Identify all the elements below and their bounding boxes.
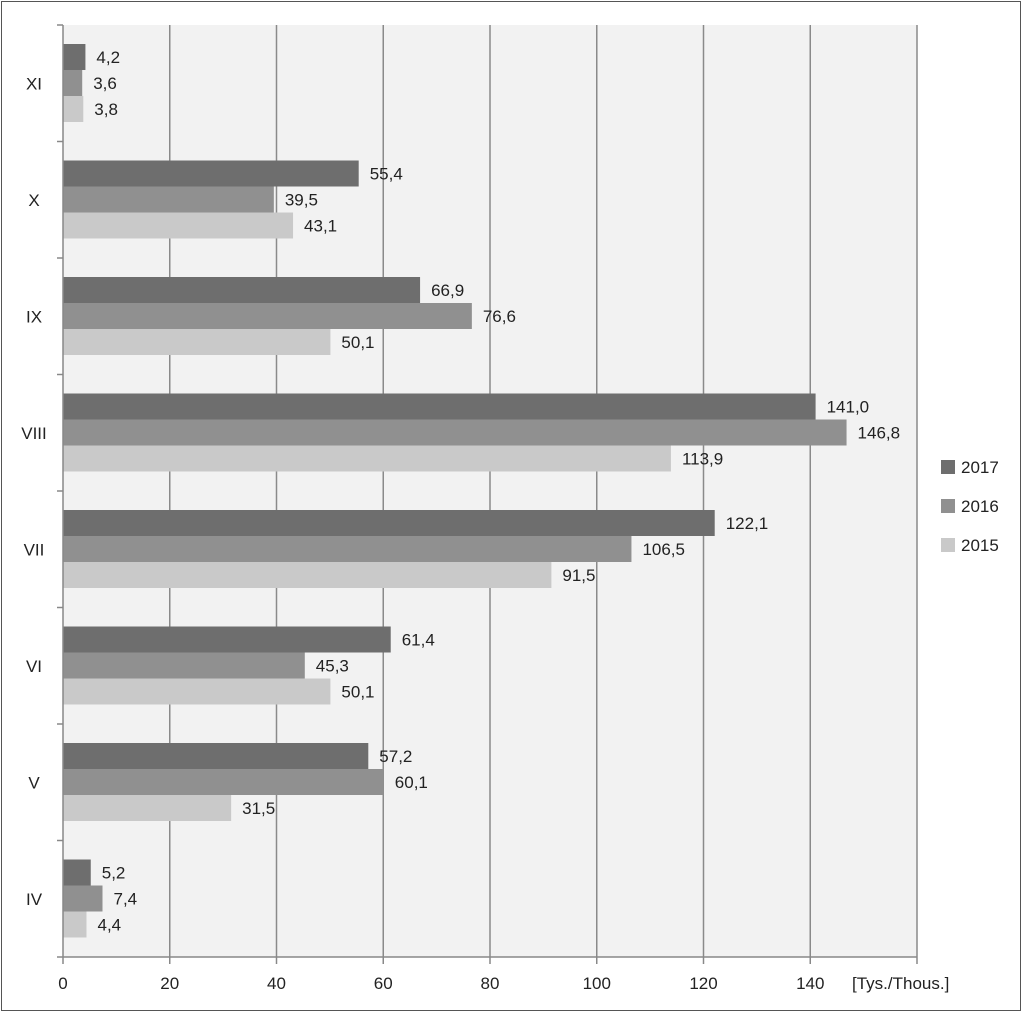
category-label: IX (26, 307, 42, 326)
legend-swatch-2017 (941, 460, 955, 474)
bar-2015-IV (63, 911, 87, 938)
bars: 5,2 7,4 4,4 57,2 60,1 31,5 61,4 45,3 50,1 122,1 10… (63, 44, 900, 938)
data-label: 91,5 (562, 566, 595, 585)
x-tick-label: 20 (160, 974, 179, 993)
bar-2016-XI (63, 70, 83, 96)
data-label: 3,6 (93, 74, 117, 93)
data-label: 39,5 (285, 191, 318, 210)
bar-2016-VII (63, 536, 632, 562)
data-label: 66,9 (431, 281, 464, 300)
legend-swatch-2016 (941, 499, 955, 513)
data-label: 50,1 (341, 333, 374, 352)
data-label: 31,5 (242, 799, 275, 818)
category-label: XI (26, 74, 42, 93)
bar-2015-VI (63, 678, 331, 705)
data-label: 61,4 (402, 631, 435, 650)
legend-swatch-2015 (941, 538, 955, 552)
data-label: 50,1 (341, 683, 374, 702)
bar-2017-VIII (63, 393, 816, 420)
data-label: 5,2 (102, 864, 126, 883)
bar-2017-XI (63, 44, 86, 70)
data-label: 113,9 (682, 450, 723, 469)
category-label: VI (26, 657, 42, 676)
x-tick-label: 0 (58, 974, 67, 993)
data-label: 57,2 (379, 747, 412, 766)
bar-2016-IV (63, 885, 103, 912)
bar-2016-VIII (63, 419, 847, 446)
data-label: 45,3 (316, 657, 349, 676)
legend-label-2017: 2017 (961, 458, 999, 477)
bar-2015-XI (63, 96, 84, 122)
legend: 2017 2016 2015 (941, 458, 999, 555)
data-label: 3,8 (94, 100, 118, 119)
x-tick-label: 120 (689, 974, 717, 993)
bar-2016-IX (63, 303, 472, 329)
bar-2017-X (63, 160, 359, 187)
data-label: 4,2 (96, 48, 120, 67)
axes: IV V VI VII VIII IX X XI 0 20 40 60 80 100 120 140 [Tys.… (21, 24, 949, 993)
data-label: 43,1 (304, 217, 337, 236)
bar-2016-VI (63, 652, 305, 679)
category-label: IV (26, 890, 43, 909)
data-label: 4,4 (97, 916, 121, 935)
bar-2015-VIII (63, 445, 671, 472)
bar-2017-V (63, 743, 369, 769)
bar-2015-X (63, 212, 294, 239)
legend-label-2015: 2015 (961, 536, 999, 555)
data-label: 7,4 (113, 890, 137, 909)
bar-2016-X (63, 186, 274, 213)
bar-2015-VII (63, 562, 552, 588)
category-label: VII (24, 540, 45, 559)
data-label: 76,6 (483, 307, 516, 326)
data-label: 55,4 (370, 165, 403, 184)
bar-2017-IV (63, 859, 91, 886)
data-label: 60,1 (395, 773, 428, 792)
bar-2016-V (63, 769, 384, 795)
data-label: 106,5 (642, 540, 685, 559)
x-tick-label: 40 (267, 974, 286, 993)
bar-2017-VI (63, 626, 391, 653)
category-label: VIII (21, 424, 47, 443)
x-tick-label: 60 (374, 974, 393, 993)
bar-2017-IX (63, 277, 421, 303)
category-label: V (28, 773, 40, 792)
data-label: 122,1 (726, 514, 769, 533)
bar-2017-VII (63, 510, 715, 536)
x-tick-label: 100 (583, 974, 611, 993)
x-tick-label: 140 (796, 974, 824, 993)
x-tick-label: 80 (481, 974, 500, 993)
bar-2015-IX (63, 329, 331, 355)
data-label: 141,0 (827, 398, 870, 417)
bar-2015-V (63, 795, 232, 821)
data-label: 146,8 (858, 424, 901, 443)
category-label: X (28, 191, 39, 210)
legend-label-2016: 2016 (961, 497, 999, 516)
x-axis-label: [Tys./Thous.] (852, 974, 949, 993)
